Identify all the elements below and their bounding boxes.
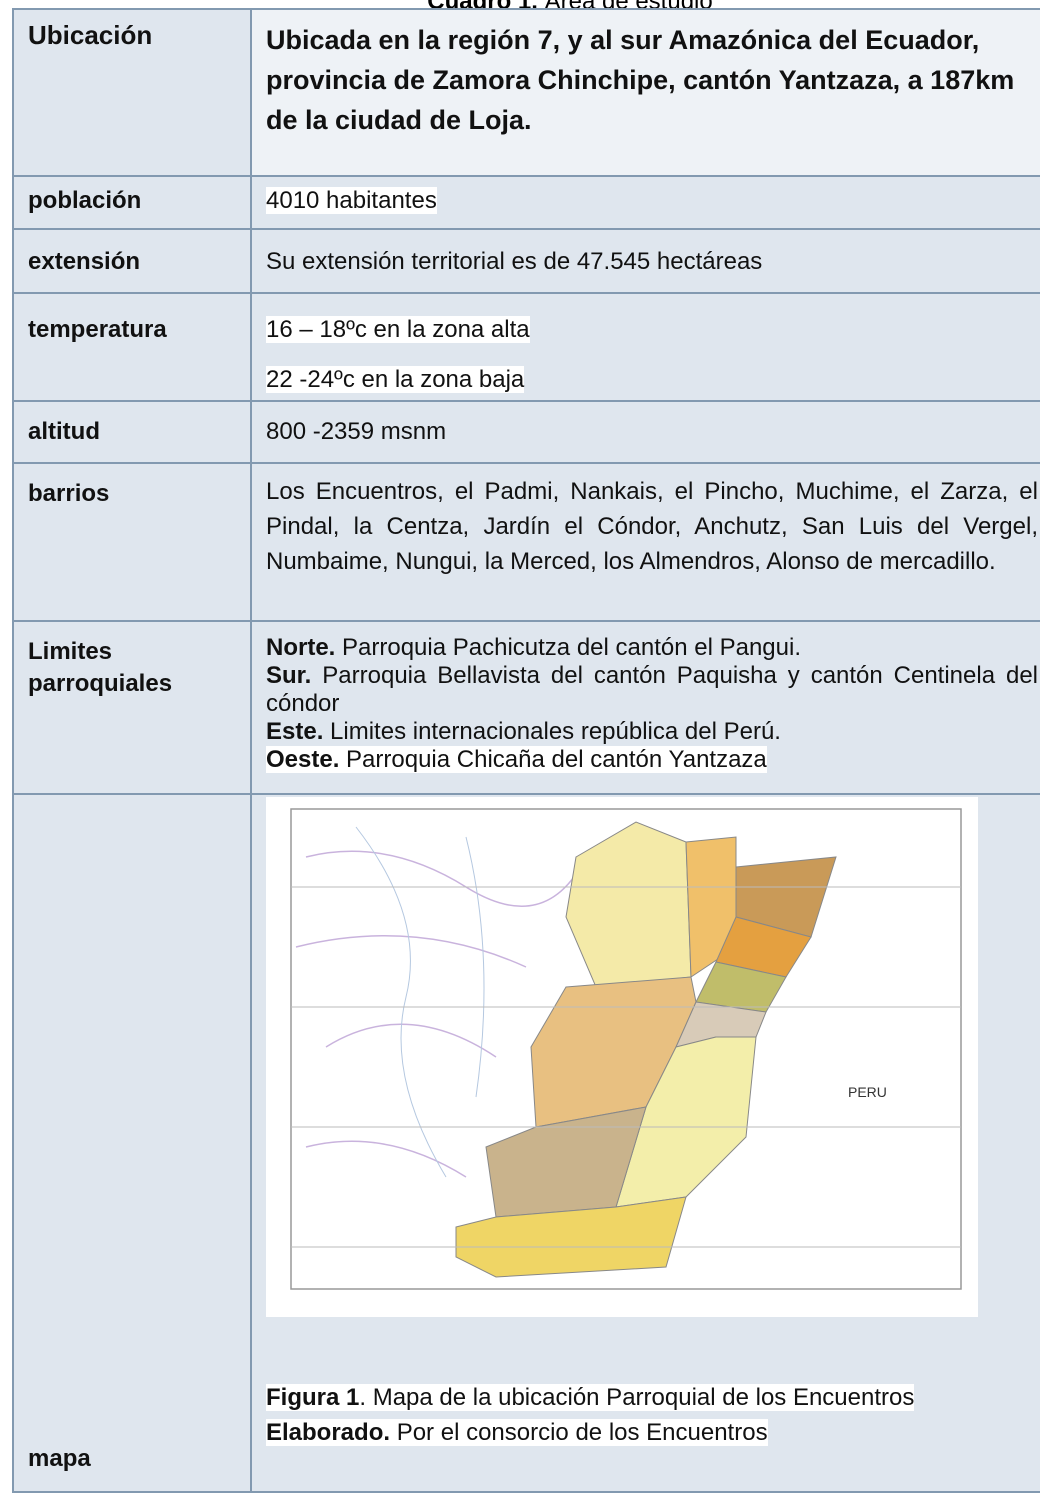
row-value: 16 – 18ºc en la zona alta 22 -24ºc en la… xyxy=(250,292,1040,402)
limit-label: Oeste. xyxy=(266,746,340,773)
row-label: barrios xyxy=(12,462,252,622)
row-value: Su extensión territorial es de 47.545 he… xyxy=(250,228,1040,294)
limit-text: Limites internacionales república del Pe… xyxy=(330,718,781,745)
limit-label: Sur. xyxy=(266,662,312,689)
credit-text: Por el consorcio de los Encuentros xyxy=(396,1419,768,1446)
cell-text: 800 -2359 msnm xyxy=(266,418,447,445)
row-label: extensión xyxy=(12,228,252,294)
limit-label: Este. xyxy=(266,718,324,745)
figure-text: . Mapa de la ubicación Parroquial de los… xyxy=(359,1384,915,1411)
credit-label: Elaborado. xyxy=(266,1419,391,1446)
row-value: 800 -2359 msnm xyxy=(250,400,1040,464)
cell-text: 4010 habitantes xyxy=(266,187,437,214)
limit-label: Norte. xyxy=(266,634,336,661)
row-label: altitud xyxy=(12,400,252,464)
limit-text: Parroquia Chicaña del cantón Yantzaza xyxy=(346,746,767,773)
location-text: Ubicada en la región 7, y al sur Amazóni… xyxy=(266,25,1015,135)
row-label: temperatura xyxy=(12,292,252,402)
row-label: mapa xyxy=(12,793,252,1493)
cell-text: Los Encuentros, el Padmi, Nankais, el Pi… xyxy=(266,478,1038,575)
row-value: 4010 habitantes xyxy=(250,175,1040,230)
cell-text: 22 -24ºc en la zona baja xyxy=(266,366,525,393)
row-label: población xyxy=(12,175,252,230)
map-label: PERU xyxy=(848,1084,887,1100)
row-label: Limites parroquiales xyxy=(12,620,252,795)
cell-text: 16 – 18ºc en la zona alta xyxy=(266,316,530,343)
limit-text: Parroquia Pachicutza del cantón el Pangu… xyxy=(342,634,801,661)
row-label-text: mapa xyxy=(28,1445,91,1472)
limit-text: Parroquia Bellavista del cantón Paquisha… xyxy=(266,662,1038,717)
figure-label: Figura 1 xyxy=(266,1384,360,1411)
row-value: Norte. Parroquia Pachicutza del cantón e… xyxy=(250,620,1040,795)
row-label: Ubicación xyxy=(12,8,252,177)
cell-text: Su extensión territorial es de 47.545 he… xyxy=(266,248,763,275)
row-value: PERU Figura 1. Mapa de la ubicación Parr… xyxy=(250,793,1040,1493)
map: PERU xyxy=(266,797,978,1317)
row-value: Los Encuentros, el Padmi, Nankais, el Pi… xyxy=(250,462,1040,622)
figure-caption: Figura 1. Mapa de la ubicación Parroquia… xyxy=(266,1380,915,1450)
row-value: Ubicada en la región 7, y al sur Amazóni… xyxy=(250,8,1040,177)
